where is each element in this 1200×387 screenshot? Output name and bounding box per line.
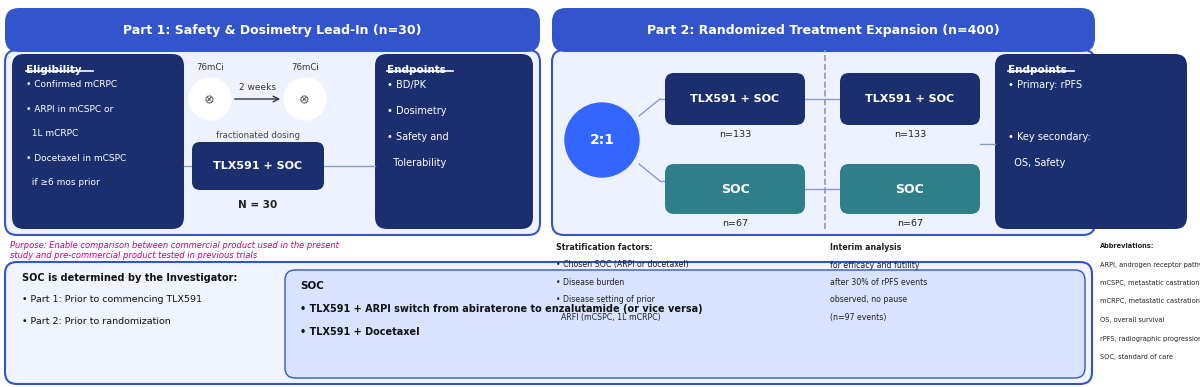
Text: ⊕: ⊕ — [296, 91, 313, 107]
Text: • Docetaxel in mCSPC: • Docetaxel in mCSPC — [26, 154, 126, 163]
Text: mCSPC, metastatic castration-sensitive prostate cancer: mCSPC, metastatic castration-sensitive p… — [1100, 280, 1200, 286]
FancyBboxPatch shape — [995, 54, 1187, 229]
Text: • Disease burden: • Disease burden — [556, 278, 624, 287]
Text: ARPI, androgen receptor pathway inhibitor: ARPI, androgen receptor pathway inhibito… — [1100, 262, 1200, 267]
Text: 76mCi: 76mCi — [292, 63, 319, 72]
Text: OS, overall survival: OS, overall survival — [1100, 317, 1164, 323]
Text: (n=97 events): (n=97 events) — [830, 313, 887, 322]
Text: Stratification factors:: Stratification factors: — [556, 243, 653, 252]
Text: 1L mCRPC: 1L mCRPC — [26, 129, 78, 138]
Text: Eligibility: Eligibility — [26, 65, 82, 75]
Text: for efficacy and futility: for efficacy and futility — [830, 260, 919, 269]
Text: SOC: SOC — [895, 183, 924, 195]
FancyBboxPatch shape — [552, 8, 1096, 52]
Text: Endpoints: Endpoints — [1008, 65, 1067, 75]
FancyBboxPatch shape — [12, 54, 184, 229]
Text: rPFS, radiographic progression free survival: rPFS, radiographic progression free surv… — [1100, 336, 1200, 341]
Text: TLX591 + SOC: TLX591 + SOC — [214, 161, 302, 171]
Text: • Part 2: Prior to randomization: • Part 2: Prior to randomization — [22, 317, 170, 326]
Text: • Primary: rPFS: • Primary: rPFS — [1008, 80, 1082, 90]
Text: N = 30: N = 30 — [239, 200, 277, 210]
Text: • TLX591 + ARPI switch from abiraterone to enzalutamide (or vice versa): • TLX591 + ARPI switch from abiraterone … — [300, 304, 703, 314]
Text: mCRPC, metastatic castration-resistant prostate cancer: mCRPC, metastatic castration-resistant p… — [1100, 298, 1200, 305]
Circle shape — [284, 78, 326, 120]
Text: Interim analysis: Interim analysis — [830, 243, 901, 252]
Text: TLX591 + SOC: TLX591 + SOC — [865, 94, 954, 104]
Text: • Key secondary:: • Key secondary: — [1008, 132, 1091, 142]
Text: Endpoints: Endpoints — [386, 65, 446, 75]
FancyBboxPatch shape — [192, 142, 324, 190]
Text: • Disease setting of prior: • Disease setting of prior — [556, 296, 655, 305]
Text: Tolerability: Tolerability — [386, 158, 446, 168]
Text: n=133: n=133 — [894, 130, 926, 139]
Text: 76mCi: 76mCi — [196, 63, 224, 72]
Text: • BD/PK: • BD/PK — [386, 80, 426, 90]
FancyBboxPatch shape — [552, 50, 1096, 235]
Text: if ≥6 mos prior: if ≥6 mos prior — [26, 178, 100, 187]
Text: • Dosimetry: • Dosimetry — [386, 106, 446, 116]
Text: • Chosen SOC (ARPI or docetaxel): • Chosen SOC (ARPI or docetaxel) — [556, 260, 689, 269]
Text: Part 2: Randomized Treatment Expansion (n=400): Part 2: Randomized Treatment Expansion (… — [647, 24, 1000, 37]
Text: Abbreviations:: Abbreviations: — [1100, 243, 1154, 249]
Circle shape — [565, 103, 640, 177]
FancyBboxPatch shape — [5, 8, 540, 52]
Text: ⊕: ⊕ — [202, 91, 218, 107]
Text: SOC: SOC — [721, 183, 749, 195]
Text: fractionated dosing: fractionated dosing — [216, 131, 300, 140]
Text: n=133: n=133 — [719, 130, 751, 139]
FancyBboxPatch shape — [5, 50, 540, 235]
Text: n=67: n=67 — [722, 219, 748, 228]
Text: • TLX591 + Docetaxel: • TLX591 + Docetaxel — [300, 327, 420, 337]
Text: SOC, standard of care: SOC, standard of care — [1100, 354, 1174, 360]
Text: 2:1: 2:1 — [589, 133, 614, 147]
Text: SOC: SOC — [300, 281, 324, 291]
Text: Part 1: Safety & Dosimetry Lead-In (n=30): Part 1: Safety & Dosimetry Lead-In (n=30… — [124, 24, 421, 37]
Text: • Confirmed mCRPC: • Confirmed mCRPC — [26, 80, 118, 89]
FancyBboxPatch shape — [286, 270, 1085, 378]
Text: TLX591 + SOC: TLX591 + SOC — [690, 94, 780, 104]
Text: after 30% of rPFS events: after 30% of rPFS events — [830, 278, 928, 287]
FancyBboxPatch shape — [665, 73, 805, 125]
Text: 2 weeks: 2 weeks — [239, 83, 276, 92]
Text: OS, Safety: OS, Safety — [1008, 158, 1066, 168]
FancyBboxPatch shape — [665, 164, 805, 214]
FancyBboxPatch shape — [840, 73, 980, 125]
Text: observed, no pause: observed, no pause — [830, 296, 907, 305]
Text: • Safety and: • Safety and — [386, 132, 449, 142]
FancyBboxPatch shape — [840, 164, 980, 214]
Text: SOC is determined by the Investigator:: SOC is determined by the Investigator: — [22, 273, 238, 283]
Circle shape — [190, 78, 230, 120]
Text: • Part 1: Prior to commencing TLX591: • Part 1: Prior to commencing TLX591 — [22, 295, 202, 304]
Text: • ARPI in mCSPC or: • ARPI in mCSPC or — [26, 104, 113, 113]
Text: n=67: n=67 — [898, 219, 923, 228]
FancyBboxPatch shape — [374, 54, 533, 229]
Text: Purpose: Enable comparison between commercial product used in the present
study : Purpose: Enable comparison between comme… — [10, 241, 338, 260]
Text: ARFI (mCSPC, 1L mCRPC): ARFI (mCSPC, 1L mCRPC) — [556, 313, 661, 322]
FancyBboxPatch shape — [5, 262, 1092, 384]
